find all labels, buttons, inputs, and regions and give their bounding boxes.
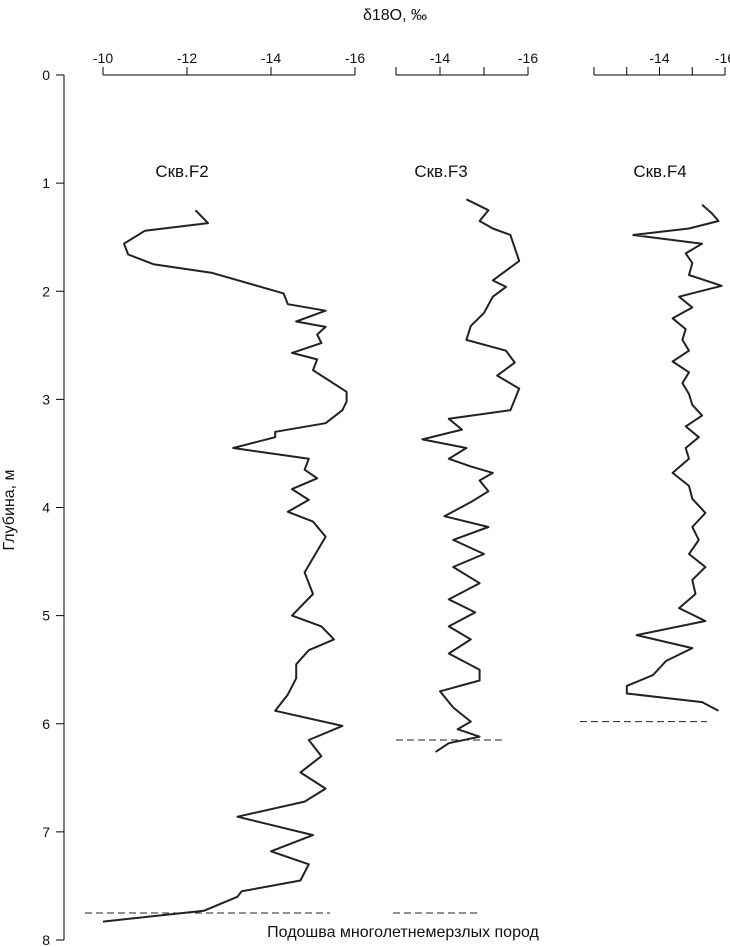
y-axis: 0 1 2 3 4 5 6 7 8	[42, 67, 65, 947]
x-tick-label: -14	[430, 50, 450, 66]
panel-1: -10 -12 -14 -16 Скв.F2	[85, 50, 480, 923]
y-tick-label: 6	[42, 716, 50, 732]
x-tick-label: -16	[518, 50, 538, 66]
chart-title: δ18O, ‰	[363, 7, 427, 24]
x-tick-label: -16	[345, 50, 365, 66]
well-label: Скв.F2	[155, 162, 208, 181]
x-tick-label: -16	[715, 50, 730, 66]
x-tick-label: -14	[649, 50, 669, 66]
panel-3: -14 -16 Скв.F4	[580, 50, 730, 723]
x-tick-label: -14	[261, 50, 281, 66]
panels: -10 -12 -14 -16 Скв.F2 -14 -16 Скв.F3 -14 -16 Скв.…	[85, 50, 730, 923]
y-tick-label: 3	[42, 391, 50, 407]
panel-2: -14 -16 Скв.F3	[395, 50, 538, 753]
x-tick-label: -10	[93, 50, 113, 66]
well-label: Скв.F4	[633, 162, 686, 181]
y-tick-label: 2	[42, 283, 50, 299]
d18o-profile-line	[102, 209, 348, 923]
y-tick-label: 8	[42, 932, 50, 947]
d18o-profile-line	[421, 198, 521, 753]
well-label: Скв.F3	[414, 162, 467, 181]
y-tick-label: 7	[42, 824, 50, 840]
y-tick-label: 0	[42, 67, 50, 83]
y-tick-label: 1	[42, 175, 50, 191]
y-axis-title: Глубина, м	[1, 469, 18, 550]
y-tick-label: 4	[42, 500, 50, 516]
x-tick-label: -12	[177, 50, 197, 66]
permafrost-base-caption: Подошва многолетнемерзлых пород	[267, 924, 539, 941]
d18o-profile-line	[625, 204, 723, 712]
y-tick-label: 5	[42, 608, 50, 624]
